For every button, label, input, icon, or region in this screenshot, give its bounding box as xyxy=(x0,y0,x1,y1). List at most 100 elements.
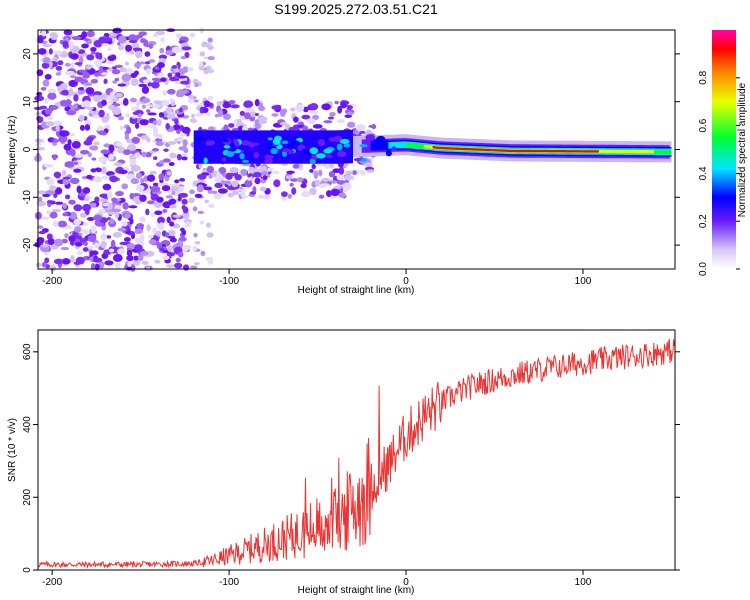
signal-blob xyxy=(281,140,289,145)
noise-speckle xyxy=(48,48,53,55)
noise-speckle xyxy=(46,209,52,215)
x-tick-label: -200 xyxy=(42,276,62,287)
noise-speckle xyxy=(41,261,48,268)
noise-speckle xyxy=(76,250,84,255)
signal-blob xyxy=(359,144,368,148)
noise-speckle xyxy=(95,51,100,59)
noise-speckle xyxy=(177,196,182,202)
noise-speckle xyxy=(115,92,123,98)
signal-speckle xyxy=(199,106,204,114)
signal-speckle xyxy=(360,169,366,176)
signal-speckle xyxy=(343,175,354,181)
noise-speckle xyxy=(172,223,180,229)
noise-speckle xyxy=(126,249,133,257)
signal-blob xyxy=(265,142,274,149)
noise-speckle xyxy=(111,66,117,70)
noise-speckle xyxy=(155,141,164,147)
noise-speckle xyxy=(74,76,84,83)
signal-speckle xyxy=(311,163,316,170)
noise-speckle xyxy=(82,82,93,86)
noise-speckle xyxy=(154,210,163,216)
signal-speckle xyxy=(309,110,319,115)
noise-speckle xyxy=(60,246,70,251)
signal-speckle xyxy=(203,100,211,108)
noise-speckle xyxy=(141,151,147,158)
noise-speckle xyxy=(35,262,42,268)
noise-speckle xyxy=(132,47,143,51)
noise-speckle xyxy=(139,216,146,223)
signal-speckle xyxy=(289,178,299,182)
noise-speckle xyxy=(169,221,175,227)
noise-speckle xyxy=(112,80,118,84)
noise-speckle xyxy=(115,141,123,147)
noise-speckle xyxy=(82,247,89,252)
noise-speckle xyxy=(36,200,46,207)
noise-speckle xyxy=(52,139,59,143)
noise-speckle xyxy=(42,193,51,198)
noise-speckle xyxy=(82,71,91,79)
spectrogram-y-label: Frequency (Hz) xyxy=(7,116,18,185)
signal-speckle xyxy=(213,192,223,200)
signal-speckle xyxy=(273,179,281,188)
signal-speckle xyxy=(329,111,336,117)
noise-speckle xyxy=(93,214,103,221)
noise-speckle xyxy=(70,61,75,70)
noise-speckle xyxy=(131,136,141,144)
noise-speckle xyxy=(86,30,95,38)
noise-speckle xyxy=(181,126,191,134)
noise-speckle xyxy=(174,118,179,125)
noise-speckle xyxy=(168,162,175,167)
signal-blob xyxy=(226,151,235,157)
noise-speckle xyxy=(45,121,55,127)
noise-speckle xyxy=(160,37,166,43)
signal-speckle xyxy=(258,105,266,111)
noise-speckle xyxy=(37,190,47,195)
signal-speckle xyxy=(328,170,336,178)
noise-speckle xyxy=(125,44,132,52)
signal-blob xyxy=(343,143,351,148)
signal-speckle xyxy=(295,104,305,113)
noise-speckle xyxy=(108,104,116,110)
noise-speckle xyxy=(206,65,211,71)
noise-speckle xyxy=(139,234,145,242)
noise-speckle xyxy=(68,199,76,205)
noise-speckle xyxy=(68,79,78,88)
noise-speckle xyxy=(156,196,164,203)
noise-speckle xyxy=(62,202,68,210)
noise-speckle xyxy=(44,73,52,80)
noise-speckle xyxy=(125,113,131,118)
signal-blob xyxy=(292,140,301,145)
y-tick-label: 200 xyxy=(22,488,33,505)
noise-speckle xyxy=(46,115,54,121)
noise-speckle xyxy=(62,179,70,185)
noise-speckle xyxy=(40,86,47,91)
noise-speckle xyxy=(121,183,129,190)
signal-speckle xyxy=(202,107,208,111)
noise-speckle xyxy=(135,200,141,205)
noise-speckle xyxy=(98,156,108,163)
signal-speckle xyxy=(347,111,354,116)
signal-speckle xyxy=(309,103,319,111)
noise-speckle xyxy=(199,51,206,57)
noise-speckle xyxy=(189,118,197,123)
signal-speckle xyxy=(332,168,341,174)
noise-speckle xyxy=(206,222,211,228)
noise-speckle xyxy=(159,160,165,165)
signal-speckle xyxy=(352,170,357,176)
signal-speckle xyxy=(296,177,304,183)
signal-blob xyxy=(223,144,231,149)
noise-speckle xyxy=(150,212,156,218)
signal-speckle xyxy=(318,169,323,177)
noise-speckle xyxy=(129,192,135,200)
signal-blob xyxy=(195,136,204,142)
colorbar-tick-label: 0.8 xyxy=(698,70,709,84)
noise-speckle xyxy=(37,48,47,55)
signal-blob xyxy=(376,135,386,142)
signal-speckle xyxy=(285,174,293,180)
noise-speckle xyxy=(47,92,57,100)
noise-speckle xyxy=(53,238,64,247)
noise-speckle xyxy=(166,252,175,257)
signal-speckle xyxy=(255,122,261,129)
noise-speckle xyxy=(163,148,169,152)
snr-series-line xyxy=(37,338,675,569)
